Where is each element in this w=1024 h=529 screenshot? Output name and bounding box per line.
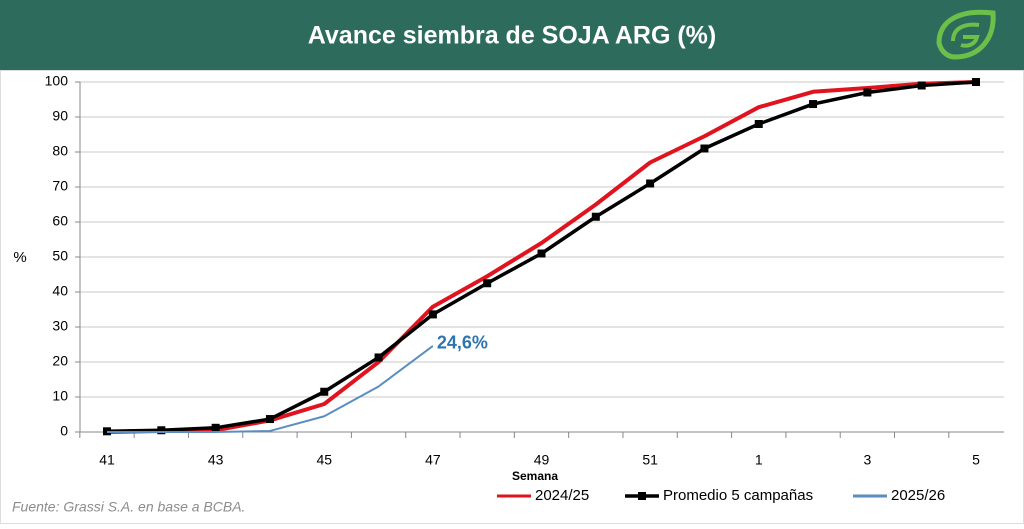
line-marker (374, 353, 383, 362)
x-tick-label: 43 (208, 452, 224, 468)
legend-label: Promedio 5 campañas (663, 487, 813, 504)
x-tick-label: 47 (425, 452, 441, 468)
y-tick-label: 0 (60, 423, 68, 439)
line-marker (917, 81, 926, 90)
y-tick-label: 70 (52, 178, 68, 194)
header-band (0, 0, 1024, 70)
y-tick-label: 100 (45, 73, 69, 89)
x-tick-label: 49 (534, 452, 550, 468)
line-marker (157, 426, 166, 435)
line-marker (754, 120, 763, 128)
line-marker (483, 279, 492, 288)
line-marker (428, 310, 437, 319)
y-tick-label: 20 (52, 353, 68, 369)
legend-label: 2025/26 (891, 487, 945, 504)
line-marker (265, 415, 274, 424)
y-tick-label: 90 (52, 108, 68, 124)
line-marker (972, 78, 980, 86)
y-tick-label: 40 (52, 283, 68, 299)
x-axis-label: Semana (512, 469, 558, 483)
line-marker (320, 387, 329, 396)
line-marker (537, 249, 546, 258)
line-marker (211, 423, 220, 432)
x-tick-label: 41 (99, 452, 115, 468)
x-tick-label: 5 (972, 452, 980, 468)
data-label: 24,6% (437, 333, 488, 353)
logo (936, 9, 996, 60)
x-tick-label: 45 (316, 452, 332, 468)
line-marker (809, 100, 818, 109)
y-tick-label: 50 (52, 248, 68, 264)
y-tick-label: 60 (52, 213, 68, 229)
line-marker (591, 212, 600, 221)
y-tick-label: 10 (52, 388, 68, 404)
y-tick-label: 80 (52, 143, 68, 159)
line-marker (863, 88, 872, 97)
legend-marker (638, 492, 646, 500)
source-note: Fuente: Grassi S.A. en base a BCBA. (12, 499, 245, 515)
series-line (107, 345, 434, 433)
x-tick-label: 1 (755, 452, 763, 468)
legend-label: 2024/25 (535, 487, 589, 504)
chart-title: Avance siembra de SOJA ARG (%) (308, 22, 716, 50)
y-tick-label: 30 (52, 318, 68, 334)
line-marker (646, 179, 655, 188)
y-axis-label: % (13, 249, 26, 266)
x-tick-label: 3 (863, 452, 871, 468)
x-tick-label: 51 (642, 452, 658, 468)
line-marker (700, 144, 709, 153)
